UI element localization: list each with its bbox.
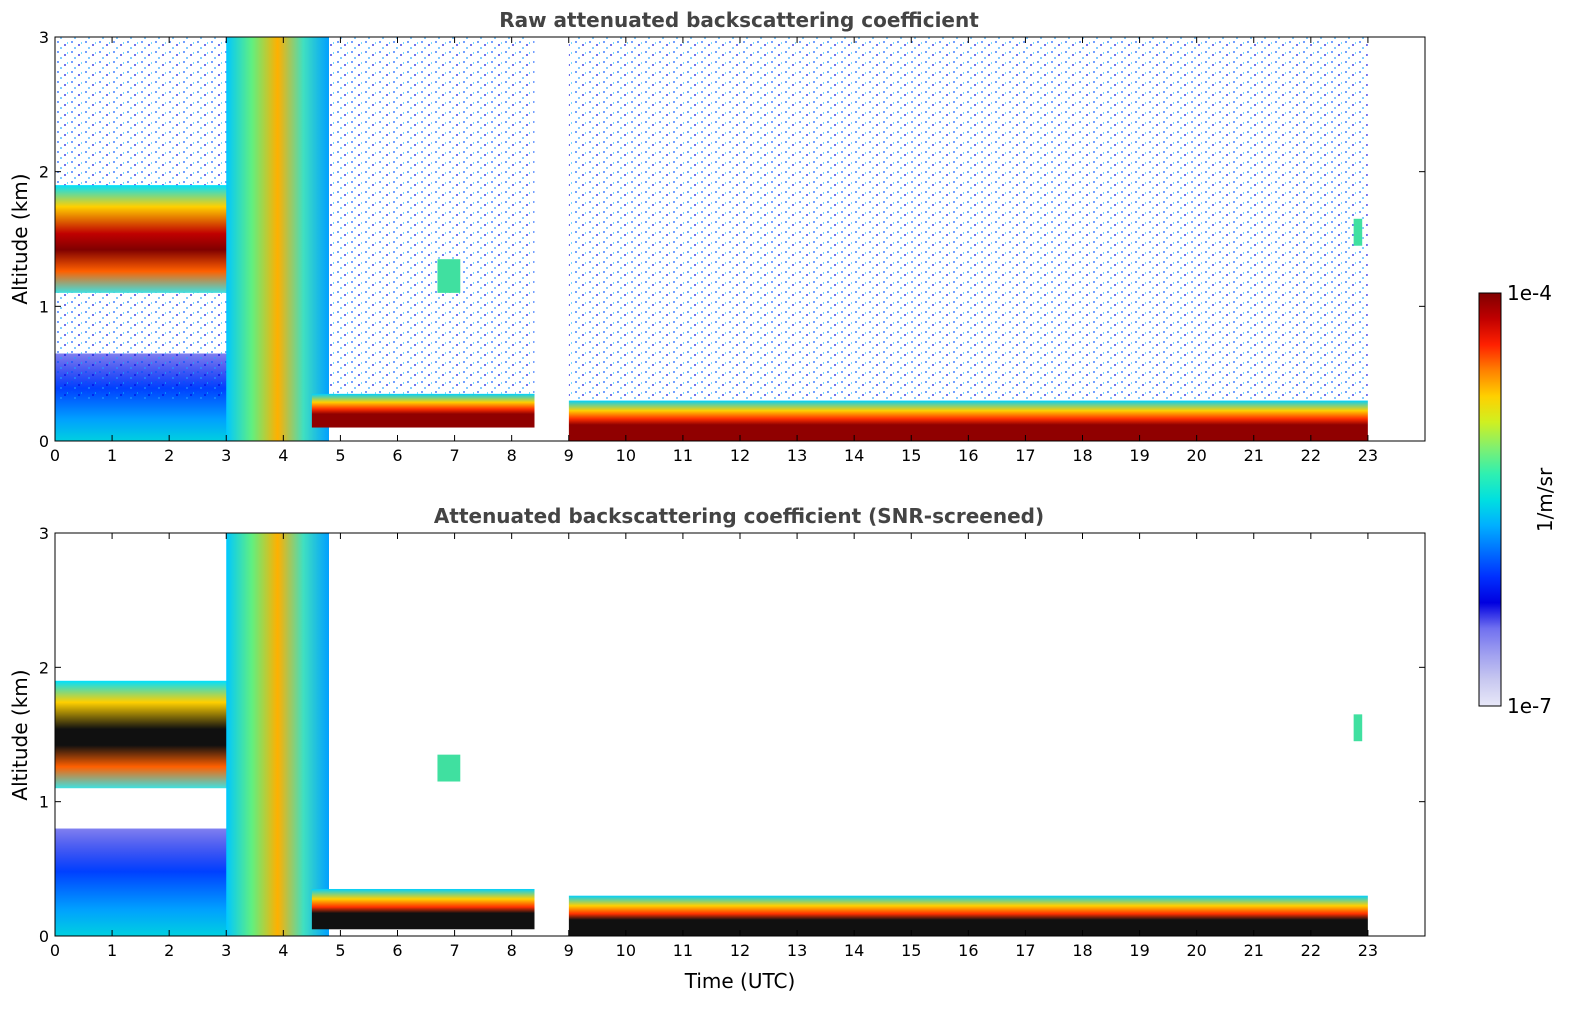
x-tick-label: 21 [1244,941,1264,960]
x-tick-label: 2 [164,446,174,465]
dense-plume-mark [226,37,329,441]
colorbar-max-label: 1e-4 [1507,281,1552,305]
data-gap [534,38,569,440]
x-tick-label: 22 [1301,446,1321,465]
heatmap-features [55,37,1424,441]
x-tick-label: 0 [50,446,60,465]
boundary-layer-mark [311,393,535,428]
x-tick-label: 0 [50,941,60,960]
no-data-region [1367,534,1424,935]
panel-raw: Raw attenuated backscattering coefficien… [8,8,1426,465]
boundary-layer-mark [568,400,1368,441]
x-tick-label: 4 [278,941,288,960]
chart-title: Raw attenuated backscattering coefficien… [499,8,979,32]
x-axis: 0 1 2 3 4 5 6 7 8 9 10 11 12 13 14 15 16 17 18 19 20 21 22 23 [50,37,1378,465]
boundary-layer-mark [568,895,1368,936]
x-tick-label: 17 [1015,446,1035,465]
x-tick-label: 1 [107,941,117,960]
colorbar: 1e-4 1e-7 1/m/sr [1478,281,1557,718]
x-axis: 0 1 2 3 4 5 6 7 8 9 10 11 12 13 14 15 16 17 18 19 20 21 22 23 [50,533,1378,960]
x-tick-label: 11 [673,941,693,960]
x-tick-label: 14 [844,446,864,465]
x-tick-label: 21 [1244,446,1264,465]
small-cloud-mark [437,259,461,293]
x-tick-label: 18 [1072,941,1092,960]
chart-title: Attenuated backscattering coefficient (S… [434,504,1044,528]
noise-region [568,37,1368,401]
y-axis: 0 1 2 3 [39,28,1425,451]
x-axis-label: Time (UTC) [684,969,796,993]
x-tick-label: 10 [616,446,636,465]
x-tick-label: 2 [164,941,174,960]
x-tick-label: 5 [335,941,345,960]
y-tick-label: 0 [39,927,49,946]
boundary-layer-mark [311,888,535,930]
x-tick-label: 4 [278,446,288,465]
x-tick-label: 15 [901,446,921,465]
heatmap-features [55,533,1424,936]
y-tick-label: 3 [39,524,49,543]
x-tick-label: 19 [1129,446,1149,465]
colorbar-label: 1/m/sr [1533,467,1557,532]
x-tick-label: 13 [787,446,807,465]
y-tick-label: 3 [39,28,49,47]
y-tick-label: 2 [39,658,49,677]
colorbar-min-label: 1e-7 [1507,694,1552,718]
small-cloud-mark [437,754,461,782]
x-tick-label: 9 [564,941,574,960]
y-axis: 0 1 2 3 [39,524,1425,946]
data-gap [534,534,569,935]
x-tick-label: 6 [392,941,402,960]
x-tick-label: 10 [616,941,636,960]
no-data-region [1367,38,1424,440]
x-tick-label: 22 [1301,941,1321,960]
x-tick-label: 3 [221,446,231,465]
x-tick-label: 12 [730,446,750,465]
aerosol-layer [55,828,238,936]
x-tick-label: 9 [564,446,574,465]
colorbar-gradient [1478,292,1502,707]
small-cloud-mark [1353,218,1363,246]
cloud-mark [55,680,232,789]
x-tick-label: 12 [730,941,750,960]
x-tick-label: 8 [507,446,517,465]
x-tick-label: 15 [901,941,921,960]
cloud-mark [55,185,232,293]
x-tick-label: 8 [507,941,517,960]
x-tick-label: 3 [221,941,231,960]
x-tick-label: 16 [958,941,978,960]
noise-region [329,37,535,401]
x-tick-label: 5 [335,446,345,465]
x-tick-label: 16 [958,446,978,465]
x-tick-label: 17 [1015,941,1035,960]
y-axis-label: Altitude (km) [8,173,32,304]
y-tick-label: 1 [39,297,49,316]
x-tick-label: 19 [1129,941,1149,960]
y-axis-label: Altitude (km) [8,669,32,800]
x-tick-label: 1 [107,446,117,465]
small-cloud-mark [1353,714,1363,742]
x-tick-label: 20 [1186,446,1206,465]
y-tick-label: 2 [39,163,49,182]
x-tick-label: 11 [673,446,693,465]
y-tick-label: 1 [39,793,49,812]
x-tick-label: 7 [449,446,459,465]
x-tick-label: 14 [844,941,864,960]
x-tick-label: 20 [1186,941,1206,960]
x-tick-label: 23 [1358,941,1378,960]
x-tick-label: 13 [787,941,807,960]
x-tick-label: 6 [392,446,402,465]
x-tick-label: 7 [449,941,459,960]
dense-plume-mark [226,533,329,936]
panel-snr-screened: Attenuated backscattering coefficient (S… [8,504,1426,993]
y-tick-label: 0 [39,432,49,451]
x-tick-label: 23 [1358,446,1378,465]
x-tick-label: 18 [1072,446,1092,465]
